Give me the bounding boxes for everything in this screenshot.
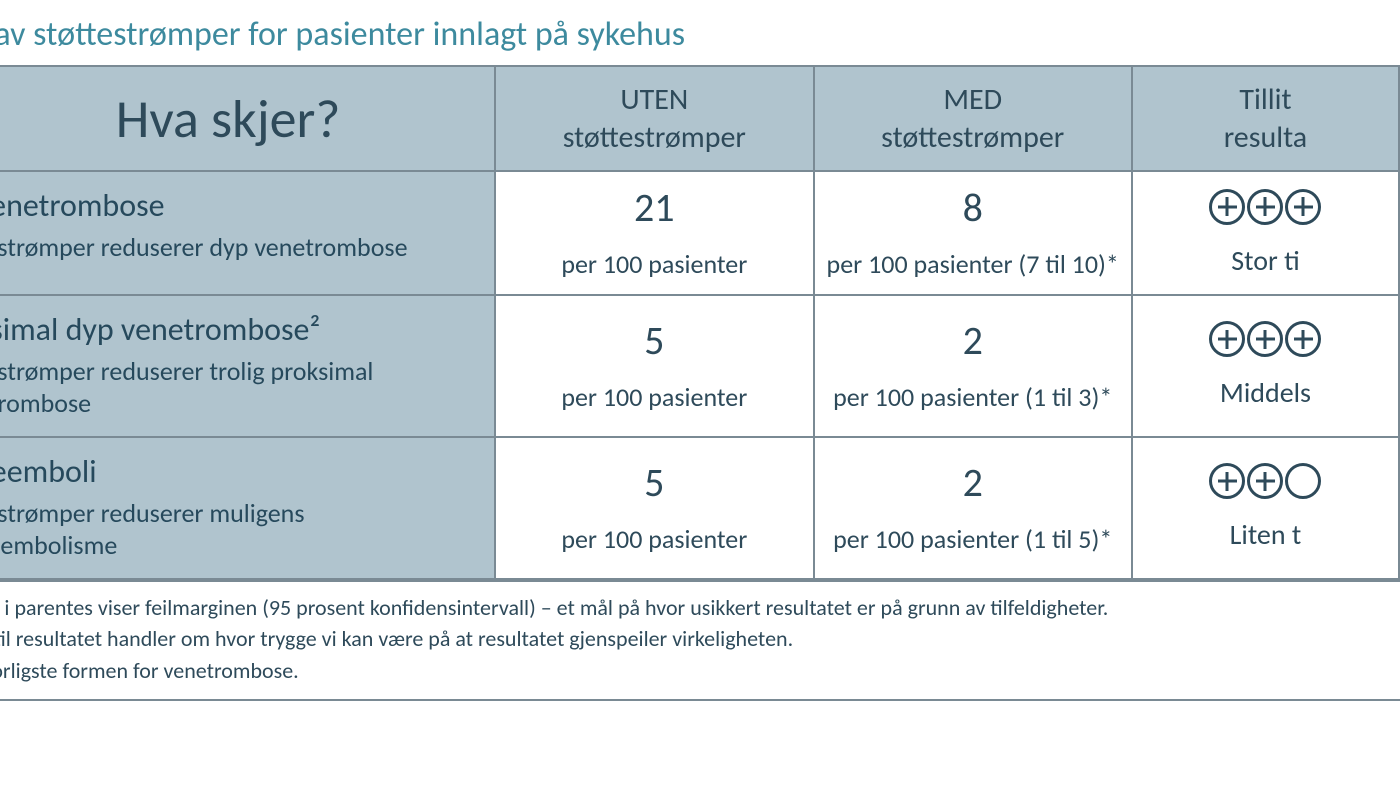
outcome-title: geemboli [0,454,480,491]
without-per: per 100 pasienter [504,523,804,555]
header-hva: Hva skjer? [0,66,495,171]
with-per: per 100 pasienter (1 til 5)* [823,523,1123,555]
without-value: 5 [504,461,804,505]
plus-circle-icon [1247,321,1283,357]
confidence-label: Middels [1139,375,1392,410]
empty-circle-icon [1285,463,1321,499]
header-uten: UTEN støttestrømper [495,66,813,171]
with-cell: 2 per 100 pasienter (1 til 5)* [814,437,1132,579]
footnote-line: alvorligste formen for venetrombose. [0,655,1394,687]
plus-circle-icon [1285,321,1321,357]
table-row: ksimal dyp venetrombose² testrømper redus… [0,295,1399,437]
header-med-l2: støttestrømper [825,119,1121,157]
with-value: 2 [823,319,1123,363]
with-cell: 2 per 100 pasienter (1 til 3)* [814,295,1132,437]
with-cell: 8 per 100 pasienter (7 til 10)* [814,171,1132,295]
plus-circle-icon [1247,189,1283,225]
outcome-cell: ksimal dyp venetrombose² testrømper redus… [0,295,495,437]
footnotes: ene i parentes viser feilmarginen (95 pr… [0,580,1400,702]
outcome-subtitle: testrømper reduserer trolig proksimaletr… [0,355,480,420]
confidence-cell: Middels [1132,295,1399,437]
confidence-cell: Liten t [1132,437,1399,579]
without-value: 5 [504,319,804,363]
with-value: 8 [823,186,1123,230]
plus-circle-icon [1285,189,1321,225]
with-per: per 100 pasienter (1 til 3)* [823,381,1123,413]
plus-circle-icon [1209,189,1245,225]
plus-circle-icon [1209,463,1245,499]
table-row: venetrombose testrømper reduserer dyp ven… [0,171,1399,295]
without-value: 21 [504,186,804,230]
header-tillit-l2: resulta [1143,119,1388,157]
plus-circle-icon [1247,463,1283,499]
outcome-subtitle: testrømper reduserer muligensyeembolisme [0,497,480,562]
page-title: kt av støttestrømper for pasienter innla… [0,10,1400,65]
with-per: per 100 pasienter (7 til 10)* [823,248,1123,280]
outcome-title: venetrombose [0,188,480,225]
confidence-icons [1139,189,1392,225]
table-row: geemboli testrømper reduserer muligensyee… [0,437,1399,579]
header-tillit-l1: Tillit [1143,81,1388,119]
confidence-cell: Stor ti [1132,171,1399,295]
with-value: 2 [823,461,1123,505]
outcome-cell: venetrombose testrømper reduserer dyp ven… [0,171,495,295]
confidence-label: Stor ti [1139,243,1392,278]
header-uten-l1: UTEN [506,81,802,119]
footnote-line: ene i parentes viser feilmarginen (95 pr… [0,592,1394,624]
without-per: per 100 pasienter [504,248,804,280]
evidence-table: Hva skjer? UTEN støttestrømper MED støtt… [0,65,1400,580]
without-cell: 21 per 100 pasienter [495,171,813,295]
outcome-cell: geemboli testrømper reduserer muligensyee… [0,437,495,579]
header-uten-l2: støttestrømper [506,119,802,157]
without-cell: 5 per 100 pasienter [495,437,813,579]
plus-circle-icon [1209,321,1245,357]
header-med: MED støttestrømper [814,66,1132,171]
outcome-subtitle: testrømper reduserer dyp venetrombose [0,231,480,264]
confidence-icons [1139,463,1392,499]
footnote-line: en til resultatet handler om hvor trygge… [0,623,1394,655]
outcome-title: ksimal dyp venetrombose² [0,312,480,349]
header-med-l1: MED [825,81,1121,119]
header-tillit: Tillit resulta [1132,66,1399,171]
confidence-icons [1139,321,1392,357]
confidence-label: Liten t [1139,517,1392,552]
without-per: per 100 pasienter [504,381,804,413]
without-cell: 5 per 100 pasienter [495,295,813,437]
